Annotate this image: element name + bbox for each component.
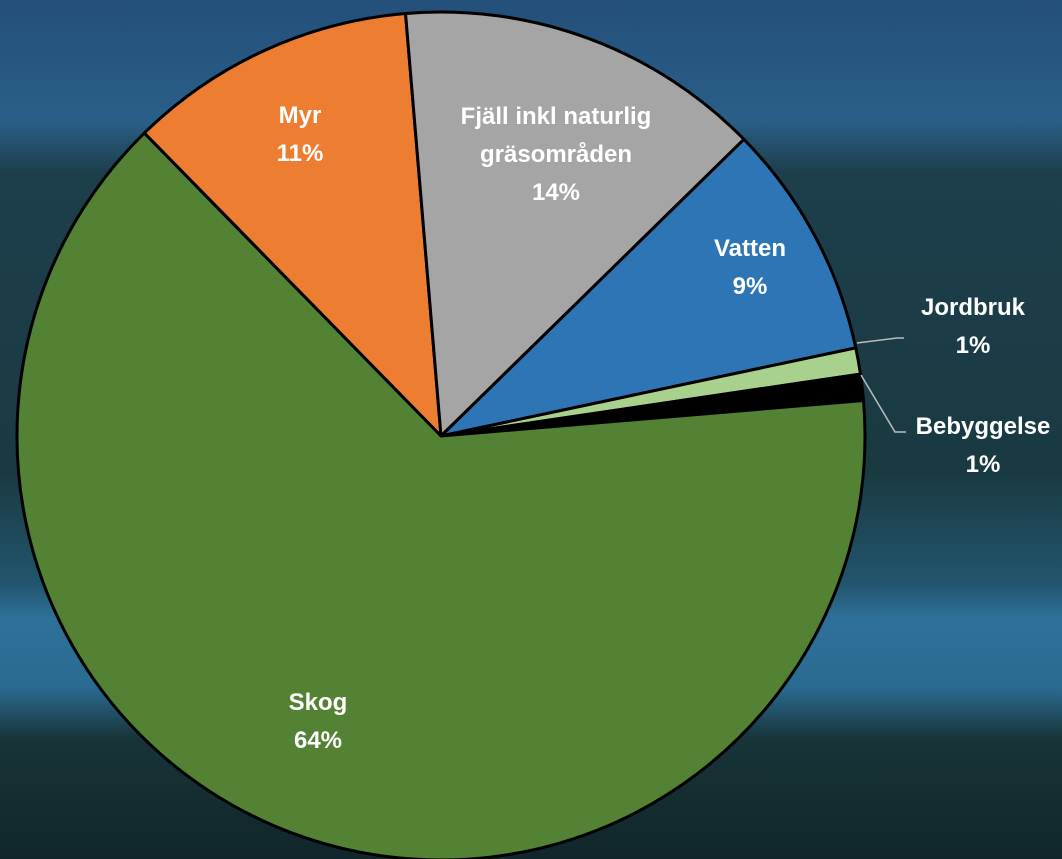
value-label: 64% bbox=[293, 727, 343, 754]
category-label: Fjäll inkl naturlig gräsområden bbox=[460, 103, 652, 168]
slice-label: Vatten 9% bbox=[690, 230, 810, 306]
leader-line bbox=[860, 374, 906, 433]
value-label: 9% bbox=[732, 273, 768, 300]
leader-line bbox=[856, 337, 904, 344]
category-label: Vatten bbox=[713, 235, 787, 262]
value-label: 1% bbox=[955, 332, 991, 359]
slice-label: Jordbruk 1% bbox=[903, 289, 1043, 365]
slice-label: Fjäll inkl naturlig gräsområden 14% bbox=[431, 98, 681, 212]
slice-label: Skog 64% bbox=[258, 684, 378, 760]
category-label: Bebyggelse bbox=[915, 413, 1051, 440]
category-label: Myr bbox=[278, 102, 322, 129]
pie-slice bbox=[142, 11, 443, 441]
pie bbox=[15, 10, 867, 859]
slice-label: Myr 11% bbox=[240, 97, 360, 173]
pie-slice bbox=[436, 137, 858, 439]
category-label: Skog bbox=[288, 689, 348, 716]
value-label: 14% bbox=[531, 179, 581, 206]
pie-slice bbox=[15, 130, 867, 859]
pie-slice bbox=[403, 10, 747, 440]
value-label: 1% bbox=[965, 451, 1001, 478]
category-label: Jordbruk bbox=[920, 294, 1025, 321]
slice-label: Bebyggelse 1% bbox=[903, 408, 1062, 484]
value-label: 11% bbox=[276, 140, 324, 167]
